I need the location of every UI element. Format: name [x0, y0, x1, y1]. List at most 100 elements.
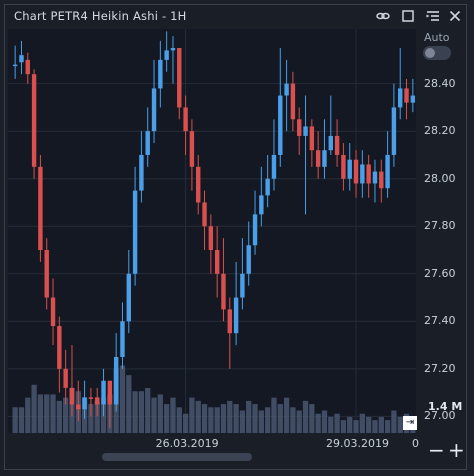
volume-bar	[359, 413, 365, 433]
candle-body	[271, 154, 277, 179]
volume-bar	[201, 404, 208, 433]
price-axis[interactable]	[416, 24, 462, 436]
time-tick-label: 26.03.2019	[155, 437, 219, 450]
candle-body	[315, 150, 321, 167]
candle-body	[82, 397, 87, 410]
candle-body	[145, 131, 150, 155]
volume-bar	[220, 404, 227, 433]
candle-body	[410, 95, 416, 103]
scroll-to-end-icon[interactable]: ⇥	[403, 416, 417, 430]
auto-label: Auto	[424, 31, 450, 44]
candle-body	[379, 171, 384, 189]
volume-bar	[302, 400, 309, 433]
candle-body	[139, 154, 144, 191]
candle-body	[246, 245, 251, 274]
volume-bar	[283, 397, 290, 433]
price-tick-label: 28.40	[424, 76, 456, 90]
zoom-out-button[interactable]: −	[428, 438, 445, 462]
volume-bar	[321, 410, 328, 433]
volume-bar	[25, 397, 31, 433]
candle-body	[366, 164, 371, 184]
candle-body	[189, 131, 195, 167]
chart-title: Chart PETR4 Heikin Ashi - 1H	[14, 9, 187, 23]
volume-bar	[246, 400, 252, 433]
volume-bar	[189, 397, 195, 433]
candle-body	[88, 397, 94, 399]
volume-bar	[157, 394, 163, 433]
volume-bar	[138, 391, 145, 433]
candle-body	[113, 356, 119, 405]
candle-body	[252, 214, 258, 246]
volume-bar	[50, 394, 56, 433]
volume-bar	[12, 407, 18, 433]
auto-scale-toggle[interactable]	[423, 46, 451, 60]
time-axis[interactable]	[8, 433, 416, 451]
link-icon[interactable]	[374, 7, 392, 25]
candle-body	[227, 309, 232, 334]
price-tick-label: 28.20	[424, 124, 456, 138]
volume-bar	[119, 365, 126, 433]
volume-bar	[233, 404, 239, 433]
candle-body	[25, 59, 30, 75]
volume-bar	[63, 397, 69, 433]
volume-bar	[182, 413, 189, 433]
candle-body	[95, 397, 100, 405]
volume-bar	[88, 404, 94, 433]
price-tick-label: 27.40	[424, 314, 456, 328]
candle-body	[322, 150, 327, 167]
candle-body	[208, 226, 214, 251]
volume-bar	[239, 410, 246, 433]
candle-body	[31, 74, 37, 167]
volume-bar	[145, 388, 151, 433]
candle-body	[12, 64, 18, 67]
candle-body	[132, 190, 138, 274]
volume-bar	[195, 400, 201, 433]
price-tick-label: 27.60	[424, 266, 456, 280]
volume-bar	[340, 420, 347, 433]
candle-body	[372, 171, 378, 184]
candle-body	[303, 126, 308, 136]
volume-bar	[252, 404, 258, 433]
volume-bar	[328, 416, 334, 433]
volume-bar	[296, 410, 302, 433]
volume-zero-label: 0	[412, 437, 419, 450]
candle-body	[347, 159, 352, 179]
toggle-knob	[425, 48, 435, 58]
candle-body	[240, 273, 245, 298]
volume-bar	[290, 407, 296, 433]
candle-body	[297, 119, 302, 136]
candle-body	[309, 126, 315, 151]
candle-body	[57, 326, 62, 369]
candle-body	[38, 166, 43, 251]
candle-body	[290, 83, 296, 120]
candle-body	[158, 59, 163, 89]
candle-body	[334, 135, 340, 155]
candle-body	[341, 154, 346, 179]
candle-body	[353, 159, 359, 184]
maximize-icon[interactable]	[399, 7, 417, 25]
candle-body	[120, 321, 125, 357]
candle-body	[76, 404, 81, 410]
candle-body	[101, 380, 106, 405]
volume-bar	[378, 416, 384, 433]
price-tick-label: 27.20	[424, 361, 456, 375]
volume-bar	[214, 407, 220, 433]
menu-icon[interactable]	[424, 7, 442, 25]
candle-body	[170, 48, 176, 51]
candle-body	[164, 50, 169, 60]
candle-body	[69, 387, 75, 405]
volume-bar	[315, 413, 321, 433]
candle-body	[404, 88, 409, 103]
volume-bar	[37, 394, 44, 433]
time-scrollbar[interactable]	[102, 453, 252, 461]
volume-bar	[18, 407, 25, 433]
candle-body	[391, 107, 397, 155]
zoom-in-button[interactable]: +	[448, 438, 465, 462]
volume-max-label: 1.4 M	[428, 400, 463, 413]
candle-body	[19, 55, 24, 63]
volume-bar	[271, 397, 277, 433]
close-icon[interactable]	[446, 7, 464, 25]
price-tick-label: 27.00	[424, 409, 456, 423]
volume-bar	[309, 404, 315, 433]
